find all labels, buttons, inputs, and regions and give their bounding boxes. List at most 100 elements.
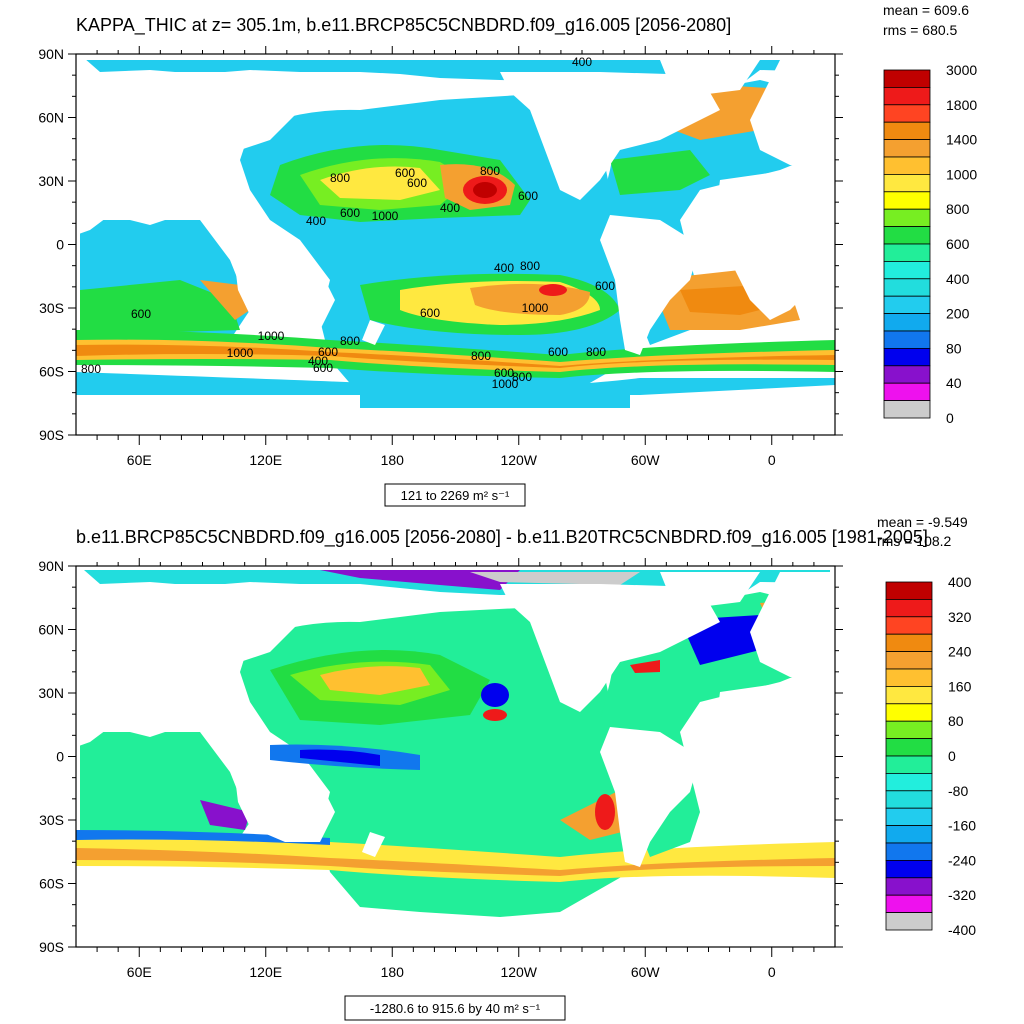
contour-label: 600 — [518, 189, 538, 203]
panel-1-y-axis: 90N 60N 30N 0 30S 60S 90S — [38, 46, 843, 443]
panel-1-land-mask — [76, 60, 835, 435]
contour-label: 800 — [81, 362, 101, 376]
panel-2-range-box — [344, 995, 566, 1021]
colorbar-swatch — [885, 842, 933, 861]
colorbar-swatch — [885, 912, 933, 931]
contour-label: 400 — [308, 354, 328, 368]
colorbar-swatch — [883, 400, 931, 419]
colorbar-swatch — [885, 686, 933, 705]
x-tick-label: 120W — [500, 452, 537, 468]
colorbar-swatch — [885, 616, 933, 635]
colorbar-label: 320 — [948, 609, 972, 625]
colorbar-swatch — [883, 347, 931, 367]
colorbar-label: 1000 — [946, 166, 977, 182]
y-tick-label: 60N — [38, 622, 64, 638]
x-tick-label: 0 — [768, 964, 776, 980]
colorbar-swatch — [885, 738, 933, 757]
contour-label: 800 — [340, 334, 360, 348]
colorbar-label: -400 — [948, 922, 976, 938]
contour-label: 600 — [420, 306, 440, 320]
colorbar-swatch — [883, 191, 931, 210]
panel-1-range-box — [384, 483, 526, 507]
x-tick-label: 120W — [500, 964, 537, 980]
y-tick-label: 30N — [38, 685, 64, 701]
x-tick-label: 60W — [631, 964, 661, 980]
colorbar-swatch — [883, 226, 931, 245]
colorbar-swatch — [883, 121, 931, 140]
colorbar-swatch — [885, 668, 933, 687]
contour-label: 600 — [131, 307, 151, 321]
colorbar-label: 200 — [946, 306, 970, 322]
panel-1-x-axis: 60E 120E 180 120W 60W 0 — [96, 46, 815, 468]
colorbar-swatch — [883, 313, 931, 332]
colorbar-label: 40 — [946, 375, 962, 391]
panel-2-map-field — [76, 566, 835, 947]
colorbar-swatch — [883, 104, 931, 123]
contour-label: 1000 — [372, 209, 399, 223]
x-tick-label: 120E — [249, 964, 282, 980]
contour-label: 800 — [330, 171, 350, 185]
x-tick-label: 120E — [249, 452, 282, 468]
contour-label: 600 — [395, 166, 415, 180]
colorbar-swatch — [883, 173, 931, 193]
contour-label: 600 — [340, 206, 360, 220]
contour-label: 600 — [313, 361, 333, 375]
y-tick-label: 60S — [39, 876, 64, 892]
colorbar-label: 80 — [946, 340, 962, 356]
contour-label: 400 — [494, 261, 514, 275]
colorbar-swatch — [885, 633, 933, 653]
y-tick-label: 30N — [38, 173, 64, 189]
colorbar-label: 160 — [948, 678, 972, 694]
panel-1-rms-label: rms = 680.5 — [883, 22, 958, 38]
y-tick-label: 90S — [39, 939, 64, 955]
y-tick-label: 90N — [38, 558, 64, 574]
colorbar-swatch — [885, 651, 933, 670]
y-tick-label: 30S — [39, 812, 64, 828]
panel-2-y-axis: 90N 60N 30N 0 30S 60S 90S — [38, 558, 843, 955]
contour-label: 600 — [494, 366, 514, 380]
contour-label: 800 — [586, 345, 606, 359]
colorbar-label: 800 — [946, 201, 970, 217]
colorbar-swatch — [885, 894, 933, 914]
colorbar-swatch — [885, 790, 933, 809]
x-tick-label: 60W — [631, 452, 661, 468]
panel-2-range-label: -1280.6 to 915.6 by 40 m² s⁻¹ — [370, 1001, 541, 1016]
contour-label: 1000 — [258, 329, 285, 343]
panel-2-colorbar: 400 320 240 160 80 0 -80 -160 -240 -320 -400 — [885, 574, 976, 938]
colorbar-label: -320 — [948, 887, 976, 903]
colorbar-swatch — [885, 825, 933, 844]
x-tick-label: 60E — [127, 964, 152, 980]
contour-label: 400 — [306, 214, 326, 228]
colorbar-swatch — [885, 755, 933, 774]
panel-1-range-label: 121 to 2269 m² s⁻¹ — [401, 488, 510, 503]
colorbar-label: 600 — [946, 236, 970, 252]
y-tick-label: 30S — [39, 300, 64, 316]
colorbar-label: 3000 — [946, 62, 977, 78]
colorbar-swatch — [885, 860, 933, 879]
colorbar-swatch — [885, 599, 933, 618]
y-tick-label: 0 — [56, 749, 64, 765]
y-tick-label: 0 — [56, 237, 64, 253]
x-tick-label: 0 — [768, 452, 776, 468]
panel-2-rms-label: rms = 108.2 — [877, 533, 952, 549]
colorbar-label: -240 — [948, 852, 976, 868]
contour-label: 400 — [440, 201, 460, 215]
panel-2-ocean-fill — [76, 570, 835, 917]
colorbar-label: 1800 — [946, 97, 977, 113]
colorbar-label: 80 — [948, 713, 964, 729]
colorbar-label: 240 — [948, 644, 972, 660]
contour-label: 800 — [471, 349, 491, 363]
y-tick-label: 90S — [39, 427, 64, 443]
panel-1-mean-label: mean = 609.6 — [883, 2, 969, 18]
contour-label: 800 — [512, 370, 532, 384]
colorbar-swatch — [883, 382, 931, 402]
colorbar-swatch — [883, 278, 931, 297]
contour-label: 600 — [595, 279, 615, 293]
y-tick-label: 60N — [38, 110, 64, 126]
panel-2-mean-label: mean = -9.549 — [877, 514, 968, 530]
colorbar-label: -80 — [948, 783, 968, 799]
colorbar-swatch — [883, 330, 931, 349]
colorbar-label: 0 — [948, 748, 956, 764]
panel-2-land-mask — [76, 572, 835, 947]
